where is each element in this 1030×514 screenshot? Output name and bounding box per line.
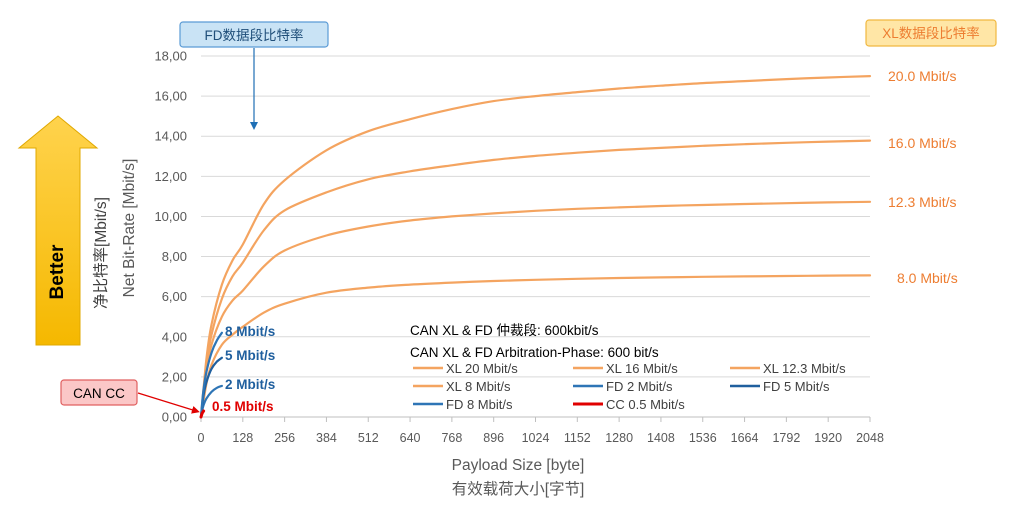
svg-text:XL 12.3 Mbit/s: XL 12.3 Mbit/s [763, 361, 846, 376]
x-tick-label: 1664 [731, 431, 759, 445]
x-tick-label: 1408 [647, 431, 675, 445]
xl-callout: XL数据段比特率 [865, 19, 997, 47]
svg-text:FD 5 Mbit/s: FD 5 Mbit/s [763, 379, 830, 394]
y-tick-label: 14,00 [154, 129, 187, 144]
x-tick-label: 128 [232, 431, 253, 445]
fd-callout: FD数据段比特率 [179, 21, 329, 130]
right-label-16: 16.0 Mbit/s [888, 135, 956, 151]
right-label-8: 8.0 Mbit/s [897, 270, 958, 286]
y-tick-label: 16,00 [154, 89, 187, 104]
series-line-xl-16-mbit-s [199, 139, 872, 419]
series-line-cc-0-5-mbit-s [199, 409, 206, 419]
legend-item-cc-0-5: CC 0.5 Mbit/s [573, 397, 685, 412]
y-tick-label: 2,00 [162, 369, 187, 384]
right-labels: 20.0 Mbit/s 16.0 Mbit/s 12.3 Mbit/s 8.0 … [888, 68, 958, 286]
x-tick-label: 2048 [856, 431, 884, 445]
svg-text:XL 16 Mbit/s: XL 16 Mbit/s [606, 361, 678, 376]
x-tick-label: 1536 [689, 431, 717, 445]
svg-text:CC 0.5 Mbit/s: CC 0.5 Mbit/s [606, 397, 685, 412]
legend-item-xl-12-3: XL 12.3 Mbit/s [730, 361, 846, 376]
svg-text:FD 8 Mbit/s: FD 8 Mbit/s [446, 397, 513, 412]
fd-callout-label: FD数据段比特率 [205, 27, 304, 43]
better-arrow: Better [17, 115, 99, 346]
x-tick-label: 1280 [605, 431, 633, 445]
right-label-12-3: 12.3 Mbit/s [888, 194, 956, 210]
svg-text:XL 8 Mbit/s: XL 8 Mbit/s [446, 379, 511, 394]
x-tick-label: 0 [198, 431, 205, 445]
series-line-xl-12-3-mbit-s [199, 200, 872, 419]
series-line-fd-8-mbit-s [199, 331, 223, 419]
x-tick-label: 1152 [564, 431, 591, 445]
x-tick-label: 512 [358, 431, 379, 445]
y-tick-label: 18,00 [154, 49, 187, 64]
series-line-xl-8-mbit-s [199, 274, 872, 419]
x-tick-label: 768 [441, 431, 462, 445]
note-arbitration-en: CAN XL & FD Arbitration-Phase: 600 bit/s [410, 345, 659, 360]
right-label-20: 20.0 Mbit/s [888, 68, 956, 84]
x-axis-title: Payload Size [byte] [452, 457, 585, 474]
x-tick-label: 1920 [814, 431, 842, 445]
cc-callout: CAN CC [60, 379, 200, 414]
xl-callout-label: XL数据段比特率 [882, 25, 980, 41]
x-tick-label: 256 [274, 431, 295, 445]
svg-text:FD 2 Mbit/s: FD 2 Mbit/s [606, 379, 673, 394]
legend-item-fd-2: FD 2 Mbit/s [573, 379, 673, 394]
y-tick-label: 10,00 [154, 209, 187, 224]
y-axis-title: Net Bit-Rate [Mbit/s] [121, 159, 138, 298]
x-tick-label: 640 [400, 431, 421, 445]
legend-item-xl-16: XL 16 Mbit/s [573, 361, 678, 376]
inline-labels: 8 Mbit/s 5 Mbit/s 2 Mbit/s 0.5 Mbit/s [212, 324, 275, 414]
x-tick-label: 1024 [522, 431, 550, 445]
y-tick-label: 12,00 [154, 169, 187, 184]
x-tick-label: 1792 [772, 431, 800, 445]
inline-label-cc: 0.5 Mbit/s [212, 399, 274, 414]
better-label: Better [47, 244, 68, 300]
y-tick-label: 8,00 [162, 249, 187, 264]
inline-label-fd-2: 2 Mbit/s [225, 377, 275, 392]
x-tick-label: 896 [483, 431, 504, 445]
inline-label-fd-5: 5 Mbit/s [225, 348, 275, 363]
legend-item-fd-5: FD 5 Mbit/s [730, 379, 830, 394]
y-axis-title-cn: 净比特率[Mbit/s] [92, 197, 110, 309]
svg-text:XL 20 Mbit/s: XL 20 Mbit/s [446, 361, 518, 376]
legend-item-fd-8: FD 8 Mbit/s [413, 397, 513, 412]
legend: XL 20 Mbit/s XL 16 Mbit/s XL 12.3 Mbit/s… [413, 361, 846, 412]
x-axis-title-cn: 有效载荷大小[字节] [452, 480, 585, 498]
y-tick-label: 6,00 [162, 289, 187, 304]
x-tick-label: 384 [316, 431, 337, 445]
y-tick-label: 0,00 [162, 410, 187, 425]
note-arbitration-cn: CAN XL & FD 仲裁段: 600kbit/s [410, 323, 599, 338]
y-tick-label: 4,00 [162, 329, 187, 344]
legend-item-xl-20: XL 20 Mbit/s [413, 361, 518, 376]
series-line-xl-20-mbit-s [199, 75, 872, 419]
inline-label-fd-8: 8 Mbit/s [225, 324, 275, 339]
legend-item-xl-8: XL 8 Mbit/s [413, 379, 511, 394]
cc-callout-label: CAN CC [73, 386, 125, 401]
